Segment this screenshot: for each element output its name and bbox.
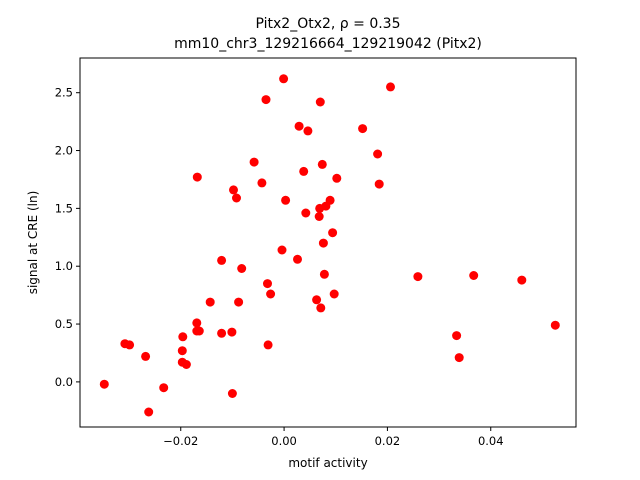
data-point bbox=[257, 178, 267, 188]
y-tick-label: 2.0 bbox=[55, 144, 73, 158]
data-point bbox=[319, 269, 329, 279]
data-point bbox=[358, 124, 368, 134]
data-point bbox=[217, 328, 227, 338]
data-point bbox=[301, 208, 311, 218]
data-point bbox=[469, 271, 479, 280]
data-point bbox=[316, 303, 326, 313]
data-point bbox=[373, 149, 383, 159]
data-point bbox=[517, 275, 527, 285]
x-tick-label: 0.00 bbox=[271, 434, 297, 448]
data-point bbox=[237, 264, 247, 273]
y-tick-label: 2.5 bbox=[55, 86, 73, 100]
data-point bbox=[550, 320, 560, 330]
y-tick-label: 0.5 bbox=[55, 317, 73, 331]
axes-frame bbox=[79, 57, 577, 428]
data-point bbox=[159, 383, 169, 393]
data-point bbox=[413, 272, 423, 282]
data-point bbox=[261, 95, 271, 105]
data-point bbox=[374, 179, 384, 189]
data-point bbox=[178, 332, 188, 342]
data-point bbox=[194, 326, 204, 336]
data-point bbox=[317, 159, 327, 169]
data-point bbox=[227, 327, 237, 337]
data-point bbox=[141, 351, 151, 361]
data-point bbox=[217, 255, 227, 265]
data-point bbox=[312, 295, 322, 305]
data-point bbox=[229, 185, 238, 195]
data-point bbox=[386, 82, 395, 92]
data-point bbox=[263, 340, 273, 350]
data-point bbox=[325, 195, 335, 205]
data-point bbox=[177, 346, 187, 356]
data-point bbox=[279, 74, 289, 84]
data-point bbox=[454, 353, 464, 363]
data-point bbox=[263, 279, 272, 289]
data-point bbox=[227, 389, 237, 398]
data-point bbox=[299, 166, 309, 176]
x-axis-label: motif activity bbox=[288, 456, 367, 470]
data-point bbox=[181, 360, 191, 369]
data-point bbox=[266, 289, 276, 299]
data-point bbox=[318, 238, 328, 248]
data-point bbox=[329, 289, 339, 299]
data-point bbox=[452, 331, 462, 341]
data-point bbox=[281, 195, 291, 205]
y-axis-ticks: 0.0 0.5 1.0 1.5 2.0 2.5 bbox=[55, 86, 80, 389]
data-point bbox=[99, 379, 109, 389]
data-point bbox=[205, 297, 215, 307]
x-axis-ticks: −0.02 0.00 0.02 0.04 bbox=[163, 427, 504, 448]
y-tick-label: 1.5 bbox=[55, 201, 73, 215]
data-point bbox=[315, 97, 325, 107]
data-point bbox=[234, 297, 244, 307]
y-axis-label: signal at CRE (ln) bbox=[26, 191, 40, 295]
data-point bbox=[125, 340, 135, 350]
x-tick-label: −0.02 bbox=[163, 434, 198, 448]
chart-title-line2: mm10_chr3_129216664_129219042 (Pitx2) bbox=[174, 36, 482, 52]
data-point bbox=[328, 228, 338, 238]
data-point bbox=[332, 173, 342, 183]
plot-area bbox=[99, 74, 560, 417]
y-tick-label: 0.0 bbox=[55, 375, 73, 389]
data-point bbox=[294, 121, 304, 131]
chart-title-line1: Pitx2_Otx2, ρ = 0.35 bbox=[256, 16, 401, 32]
data-point bbox=[249, 157, 259, 167]
data-point bbox=[192, 172, 202, 182]
data-point bbox=[293, 254, 302, 264]
x-tick-label: 0.02 bbox=[375, 434, 401, 448]
data-point bbox=[232, 193, 241, 203]
data-point bbox=[277, 245, 287, 255]
data-point bbox=[144, 407, 154, 417]
data-point bbox=[303, 126, 313, 136]
data-point bbox=[314, 212, 324, 221]
data-point bbox=[192, 318, 202, 328]
y-tick-label: 1.0 bbox=[55, 259, 73, 273]
x-tick-label: 0.04 bbox=[478, 434, 504, 448]
